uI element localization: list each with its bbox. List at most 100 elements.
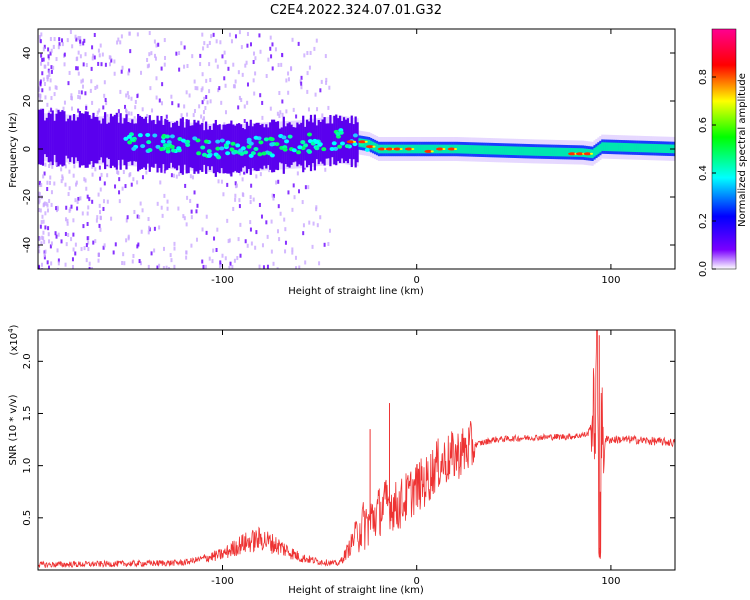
spectrogram-cell [64, 262, 67, 267]
spectrogram-cell [113, 114, 116, 168]
spectrogram-cell [616, 142, 619, 152]
spectrogram-cell [583, 152, 592, 156]
spectrogram-cell [65, 121, 68, 156]
spectrogram-cell [278, 91, 281, 96]
spectrogram-cell [183, 64, 186, 69]
spectrogram-cell [540, 147, 544, 156]
spectrogram-cell [43, 81, 46, 86]
spectrogram-y-ticks: -40 -20 0 20 40 [22, 47, 675, 253]
spectrogram-cell [212, 32, 215, 37]
spectrogram-cell [41, 57, 44, 62]
spectrogram-cell [120, 34, 123, 39]
spectrogram-cell [85, 63, 88, 68]
spectrogram-cell [133, 123, 136, 162]
spectrogram-cell [38, 249, 41, 254]
spectrogram-cell [42, 47, 45, 52]
spectrogram-cell [513, 146, 517, 156]
spectrogram-cell [529, 146, 532, 156]
spectrogram-cell [192, 113, 195, 118]
spectrogram-cell [314, 146, 320, 151]
spectrogram-cell [238, 30, 241, 35]
spectrogram-cell [500, 146, 503, 155]
spectrogram-cell [226, 218, 229, 223]
spectrogram-cell [99, 227, 102, 232]
spectrogram-cell [643, 143, 647, 153]
spectrogram-cell [89, 88, 92, 93]
spectrogram-cell [185, 250, 188, 255]
spectrogram-cell [610, 142, 614, 152]
spectrogram-cell [48, 239, 51, 244]
spectrogram-cell [141, 107, 144, 112]
spectrogram-cell [127, 234, 130, 239]
spectrogram-cell [318, 261, 321, 266]
spectrogram-cell [75, 182, 78, 187]
spectrogram-cell [38, 207, 41, 212]
spectrogram-cell [119, 113, 122, 170]
spectrogram-cell [136, 180, 139, 185]
colorbar-tick-label: 0.8 [698, 69, 709, 85]
spectrogram-cell [276, 111, 279, 116]
snr-x-axis-label: Height of straight line (km) [288, 585, 424, 596]
spectrogram-cell [75, 66, 78, 71]
spectrogram-cell [51, 110, 54, 166]
spectrogram-cell [48, 110, 51, 115]
spectrogram-cell [202, 264, 205, 269]
spectrogram-cell [465, 144, 468, 154]
spectrogram-cell [411, 148, 415, 150]
spectrogram-cell [42, 203, 45, 208]
spectrogram-cell [271, 193, 274, 198]
spectrogram-cell [292, 107, 295, 112]
spectrogram-cell [234, 193, 237, 198]
spectrogram-cell [98, 120, 101, 161]
spectrogram-cell [304, 185, 307, 190]
spectrogram-cell [253, 51, 256, 56]
spectrogram-cell [454, 148, 458, 150]
spectrogram-cell [173, 264, 176, 269]
spectrogram-cell [109, 113, 113, 169]
spectrogram-cell [160, 66, 163, 71]
spectrogram-cell [337, 118, 340, 162]
spectrogram-cell [190, 243, 193, 248]
spectrogram-cell [72, 247, 75, 252]
spectrogram-cell [575, 152, 584, 156]
spectrogram-cell [282, 147, 288, 152]
spectrogram-cell [78, 110, 81, 168]
x-tick-label: 100 [601, 576, 620, 587]
spectrogram-cell [177, 125, 181, 166]
spectrogram-cell [377, 147, 386, 151]
spectrogram-cell [115, 112, 118, 170]
spectrogram-cell [525, 146, 528, 156]
spectrogram-cell [104, 112, 107, 170]
spectrogram-cell [82, 62, 85, 67]
spectrogram-cell [195, 237, 198, 242]
spectrogram-cell [217, 88, 220, 93]
spectrogram-cell [285, 78, 288, 83]
spectrogram-cell [61, 38, 64, 43]
spectrogram-cell [539, 147, 542, 156]
spectrogram-cell [39, 39, 42, 44]
spectrogram-cell [219, 138, 225, 143]
spectrogram-cell [49, 175, 52, 180]
spectrogram-cell [228, 123, 231, 174]
spectrogram-cell [216, 155, 222, 160]
spectrogram-cell [457, 144, 460, 154]
spectrogram-cell [327, 241, 330, 246]
spectrogram-cell [537, 147, 540, 156]
spectrogram-cell [74, 251, 77, 256]
colorbar-tick-label: 0.0 [698, 261, 709, 277]
spectrogram-cell [118, 177, 121, 182]
spectrogram-cell [173, 246, 176, 251]
spectrogram-cell [238, 198, 241, 203]
spectrogram-cell [122, 170, 125, 175]
spectrogram-cell [196, 86, 199, 91]
spectrogram-cell [82, 224, 85, 229]
spectrogram-cell [152, 133, 158, 138]
spectrogram-cell [245, 60, 248, 65]
spectrogram-cell [76, 199, 79, 204]
spectrogram-cell [60, 167, 63, 172]
spectrogram-cell [183, 127, 186, 165]
spectrogram-cell [151, 108, 154, 113]
spectrogram-cell [180, 41, 183, 46]
spectrogram-cell [228, 265, 231, 269]
spectrogram-cell [177, 103, 180, 108]
